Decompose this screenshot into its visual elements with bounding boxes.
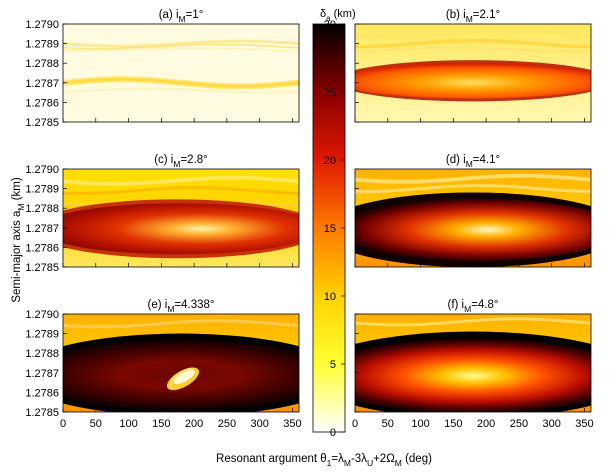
- panel-b: (b) iM=2.1°: [354, 9, 592, 123]
- colorbar-title: δa (km): [320, 8, 356, 23]
- x-tick-label: 200: [477, 418, 495, 430]
- panel-title: (a) iM=1°: [159, 9, 204, 24]
- x-tick-label: 100: [119, 418, 137, 430]
- colorbar-tick-label: 25: [324, 87, 336, 99]
- resonance-island: [355, 198, 591, 262]
- panel-e: (e) iM=4.338° 1.2785 1.2786 1.2787 1.2788 1.2…: [25, 299, 301, 430]
- x-axis-label: Resonant argument θ1=λM-3λU+2ΩM (deg): [216, 453, 432, 468]
- y-tick-label: 1.2787: [25, 368, 59, 380]
- panel-frame: [354, 168, 592, 268]
- y-tick-label: 1.2787: [25, 223, 59, 235]
- spiral-core: [166, 367, 200, 391]
- colorbar: δa (km) 0 5 10 15 20 25 30: [312, 8, 356, 439]
- resonance-band: [63, 77, 299, 88]
- x-tick-label: 250: [510, 418, 528, 430]
- y-tick-label: 1.2789: [25, 329, 59, 341]
- x-tick-label: 150: [152, 418, 170, 430]
- y-tick-label: 1.2788: [25, 203, 59, 215]
- panel-title: (f) iM=4.8°: [447, 299, 498, 314]
- y-tick-label: 1.2790: [25, 164, 59, 176]
- panel-a: (a) iM=1° 1.2785 1.2786 1.2787 1.2788 1.2789 1…: [25, 9, 300, 129]
- colorbar-tick-label: 0: [330, 427, 336, 439]
- heatmap-background: [63, 24, 299, 122]
- resonance-band: [63, 39, 299, 48]
- resonance-band: [63, 175, 299, 186]
- colorbar-tick-label: 5: [330, 359, 336, 371]
- x-tick-label: 0: [352, 418, 358, 430]
- resonance-island: [355, 338, 591, 412]
- resonance-band: [63, 87, 299, 94]
- resonance-island: [63, 203, 299, 255]
- x-tick-label: 350: [575, 418, 593, 430]
- resonance-band: [63, 43, 299, 50]
- colorbar-tick-label: 30: [324, 19, 336, 31]
- y-tick-label: 1.2788: [25, 348, 59, 360]
- panel-title: (b) iM=2.1°: [446, 9, 500, 24]
- y-axis-label: Semi-major axis aM (km): [11, 177, 26, 302]
- panel-frame: [62, 168, 300, 268]
- resonance-band: [355, 46, 591, 53]
- resonance-band: [63, 186, 299, 196]
- colorbar-tick-label: 20: [324, 155, 336, 167]
- y-tick-label: 1.2790: [25, 309, 59, 321]
- x-tick-label: 300: [542, 418, 560, 430]
- panel-f: (f) iM=4.8° 0 50 100 150 200 250 300 350: [352, 299, 594, 430]
- panel-title: (d) iM=4.1°: [446, 154, 500, 169]
- y-tick-label: 1.2789: [25, 39, 59, 51]
- resonance-band: [355, 317, 591, 327]
- x-tick-label: 150: [444, 418, 462, 430]
- y-tick-label: 1.2789: [25, 184, 59, 196]
- colorbar-tick-label: 15: [324, 223, 336, 235]
- x-tick-label: 50: [90, 418, 102, 430]
- y-tick-label: 1.2786: [25, 387, 59, 399]
- colorbar-ticks: 0 5 10 15 20 25 30: [324, 19, 345, 439]
- resonance-island: [355, 63, 591, 99]
- panel-frame: [62, 313, 300, 413]
- y-tick-label: 1.2785: [25, 407, 59, 419]
- panel-title: (e) iM=4.338°: [148, 299, 215, 314]
- x-tick-label: 350: [283, 418, 301, 430]
- x-tick-label: 100: [411, 418, 429, 430]
- heatmap-panels: (a) iM=1° 1.2785 1.2786 1.2787 1.2788 1.2789 1…: [25, 9, 594, 430]
- panel-frame: [354, 313, 592, 413]
- x-tick-label: 50: [382, 418, 394, 430]
- x-tick-label: 300: [250, 418, 268, 430]
- y-tick-label: 1.2786: [25, 97, 59, 109]
- y-tick-label: 1.2788: [25, 58, 59, 70]
- resonance-band: [355, 38, 591, 49]
- resonance-band: [355, 173, 591, 184]
- panel-frame: [354, 23, 592, 123]
- resonance-band: [355, 30, 591, 38]
- colorbar-gradient: [312, 23, 346, 433]
- resonance-band: [355, 184, 591, 194]
- x-tick-label: 200: [185, 418, 203, 430]
- y-tick-label: 1.2785: [25, 262, 59, 274]
- colorbar-tick-label: 10: [324, 291, 336, 303]
- y-tick-label: 1.2787: [25, 78, 59, 90]
- y-tick-label: 1.2785: [25, 117, 59, 129]
- x-tick-label: 0: [60, 418, 66, 430]
- panel-frame: [62, 23, 300, 123]
- resonance-band: [63, 47, 299, 52]
- panel-title: (c) iM=2.8°: [154, 154, 208, 169]
- resonance-band: [63, 319, 299, 329]
- y-tick-label: 1.2790: [25, 19, 59, 31]
- panel-d: (d) iM=4.1°: [354, 154, 592, 268]
- panel-c: (c) iM=2.8° 1.2785 1.2786 1.2787 1.2788 1.278…: [25, 154, 300, 274]
- y-tick-label: 1.2786: [25, 242, 59, 254]
- x-tick-label: 250: [218, 418, 236, 430]
